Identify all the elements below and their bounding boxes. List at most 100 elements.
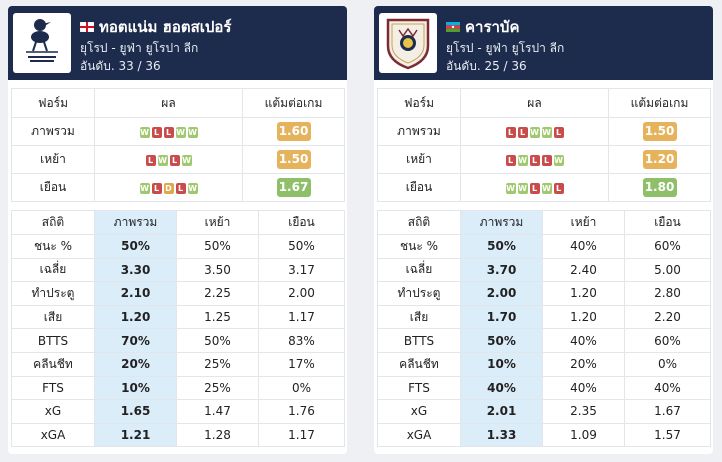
result-badge[interactable]: L (529, 154, 540, 166)
stat-home-value: 25% (176, 375, 259, 401)
ppg-badge: 1.50 (276, 150, 311, 169)
ppg-badge: 1.80 (642, 178, 677, 197)
result-badge[interactable]: L (151, 126, 162, 138)
result-badge[interactable]: W (517, 182, 528, 194)
stat-overall-value: 2.01 (460, 399, 543, 424)
result-badge[interactable]: L (151, 182, 162, 194)
stat-label: BTTS (377, 328, 461, 353)
team-logo[interactable] (13, 13, 71, 73)
away-col-header[interactable]: เยือน (258, 210, 345, 235)
form-row: ภาพรวม W L L W W 1.60 (11, 117, 345, 146)
result-badge[interactable]: W (553, 154, 564, 166)
form-row: ภาพรวม L L W W L 1.50 (377, 117, 711, 146)
stat-overall-value: 2.00 (460, 281, 543, 306)
stat-away-value: 1.76 (258, 399, 345, 424)
stats-row: เฉลี่ย 3.70 2.40 5.00 (377, 257, 711, 283)
result-badge[interactable]: L (505, 126, 516, 138)
stat-home-value: 1.28 (176, 422, 259, 448)
result-badge[interactable]: W (187, 126, 198, 138)
stat-away-value: 2.00 (258, 281, 345, 306)
stat-away-value: 1.17 (258, 304, 345, 330)
result-badge[interactable]: L (553, 126, 564, 138)
stats-row: xG 2.01 2.35 1.67 (377, 399, 711, 424)
stats-row: คลีนชีท 10% 20% 0% (377, 351, 711, 377)
stat-away-value: 60% (624, 328, 711, 353)
stat-label: ทำประตู (377, 281, 461, 306)
result-badge[interactable]: L (175, 182, 186, 194)
result-col-header: ผล (94, 88, 243, 118)
overall-col-header[interactable]: ภาพรวม (94, 210, 177, 235)
stats-row: xG 1.65 1.47 1.76 (11, 399, 345, 424)
result-badge[interactable]: L (529, 182, 540, 194)
result-badge[interactable]: L (541, 154, 552, 166)
stat-label: เสีย (11, 304, 95, 330)
stat-away-value: 83% (258, 328, 345, 353)
stats-row: ทำประตู 2.00 1.20 2.80 (377, 281, 711, 306)
stat-home-value: 1.20 (542, 304, 625, 330)
form-row-label: เหย้า (11, 145, 95, 174)
stat-overall-value: 50% (460, 234, 543, 259)
stat-home-value: 40% (542, 375, 625, 401)
ppg-cell: 1.60 (242, 117, 345, 146)
result-badge[interactable]: L (163, 126, 174, 138)
result-badge[interactable]: D (163, 182, 174, 194)
result-badge[interactable]: L (553, 182, 564, 194)
form-table: ฟอร์ม ผล แต้มต่อเกม ภาพรวม W L L W W 1.60 เหย้า… (11, 88, 345, 202)
form-row-label: เหย้า (377, 145, 461, 174)
stat-home-value: 50% (176, 328, 259, 353)
stat-overall-value: 1.20 (94, 304, 177, 330)
result-badge[interactable]: W (529, 126, 540, 138)
result-badge[interactable]: W (541, 182, 552, 194)
overall-col-header[interactable]: ภาพรวม (460, 210, 543, 235)
result-badge[interactable]: W (181, 154, 192, 166)
team-logo[interactable] (379, 13, 437, 73)
stats-table: สถิติ ภาพรวม เหย้า เยือน ชนะ % 50% 50% 50% เ… (11, 210, 345, 448)
result-badge[interactable]: W (157, 154, 168, 166)
stat-home-value: 3.50 (176, 257, 259, 283)
league-name[interactable]: ยุโรป - ยูฟ่า ยูโรปา ลีก (80, 41, 199, 55)
stats-row: xGA 1.21 1.28 1.17 (11, 422, 345, 448)
stat-overall-value: 20% (94, 351, 177, 377)
result-badge[interactable]: L (169, 154, 180, 166)
home-col-header[interactable]: เหย้า (542, 210, 625, 235)
result-badge[interactable]: W (139, 182, 150, 194)
result-badge[interactable]: L (517, 126, 528, 138)
ppg-cell: 1.50 (608, 117, 711, 146)
stat-away-value: 1.67 (624, 399, 711, 424)
stat-home-value: 1.20 (542, 281, 625, 306)
result-badge[interactable]: W (139, 126, 150, 138)
result-badge[interactable]: W (505, 182, 516, 194)
result-badge[interactable]: L (505, 154, 516, 166)
stat-away-value: 1.17 (258, 422, 345, 448)
home-col-header[interactable]: เหย้า (176, 210, 259, 235)
ppg-cell: 1.20 (608, 145, 711, 174)
team-name[interactable]: ทอตแน่ม ฮอตสเปอร์ (99, 18, 232, 36)
stats-row: FTS 40% 40% 40% (377, 375, 711, 401)
result-col-header: ผล (460, 88, 609, 118)
stat-label: ชนะ % (11, 234, 95, 259)
tottenham-crest-icon (26, 19, 58, 62)
stat-col-header: สถิติ (377, 210, 461, 235)
league-name[interactable]: ยุโรป - ยูฟ่า ยูโรปา ลีก (446, 41, 565, 55)
ppg-badge: 1.50 (642, 122, 677, 141)
stat-overall-value: 3.70 (460, 257, 543, 283)
stat-away-value: 2.80 (624, 281, 711, 306)
away-col-header[interactable]: เยือน (624, 210, 711, 235)
team-name[interactable]: คาราบัค (465, 18, 520, 36)
stat-label: คลีนชีท (377, 351, 461, 377)
form-col-header: ฟอร์ม (377, 88, 461, 118)
result-badge[interactable]: W (541, 126, 552, 138)
result-badge[interactable]: W (187, 182, 198, 194)
form-row: เยือน W W L W L 1.80 (377, 173, 711, 202)
result-badge[interactable]: L (145, 154, 156, 166)
ppg-col-header: แต้มต่อเกม (242, 88, 345, 118)
result-badge[interactable]: W (517, 154, 528, 166)
form-row-label: ภาพรวม (377, 117, 461, 146)
league-rank: อันดับ. 25 / 36 (446, 59, 527, 73)
result-badge[interactable]: W (175, 126, 186, 138)
stats-row: FTS 10% 25% 0% (11, 375, 345, 401)
ppg-badge: 1.20 (642, 150, 677, 169)
